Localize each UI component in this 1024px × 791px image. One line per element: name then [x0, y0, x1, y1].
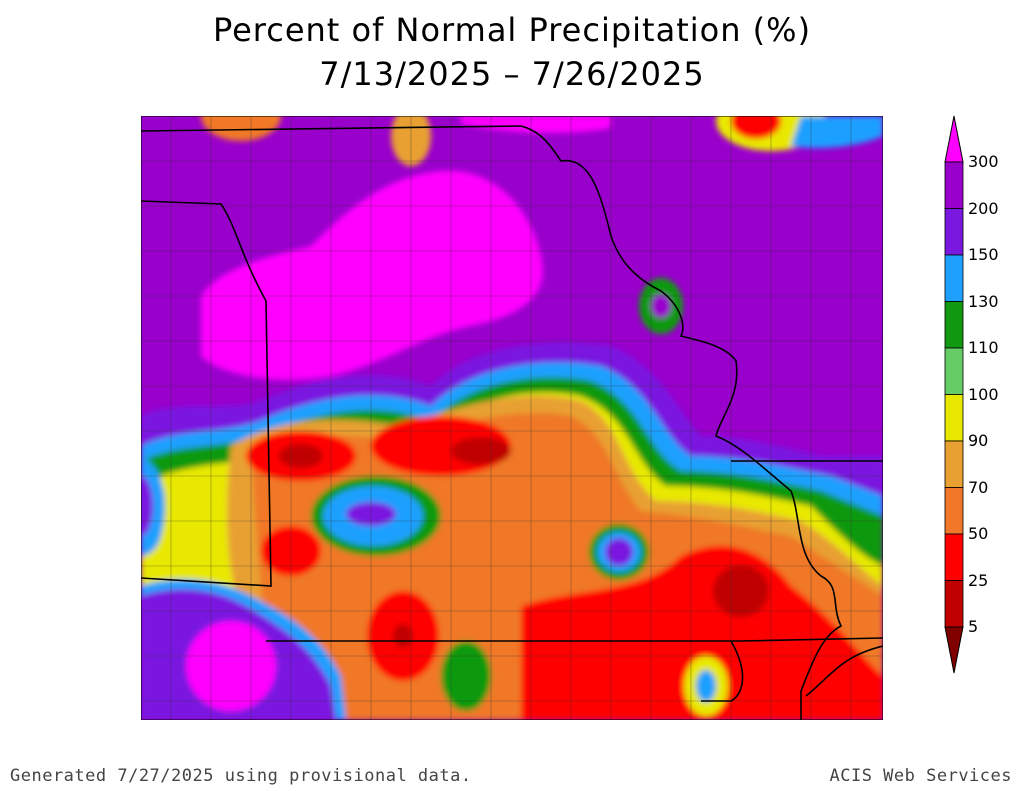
legend-label: 25: [968, 570, 989, 590]
legend-swatch: [944, 208, 964, 256]
legend-arrow-bottom: [944, 626, 964, 674]
legend-swatch: [944, 580, 964, 628]
legend-swatch: [944, 347, 964, 395]
legend-arrow-top: [944, 115, 964, 163]
legend-label: 100: [968, 384, 999, 404]
legend-label: 130: [968, 291, 999, 311]
legend-label: 50: [968, 524, 989, 543]
legend-label: 200: [968, 198, 999, 218]
source-credit: ACIS Web Services: [829, 766, 1012, 786]
county-boundaries: [141, 116, 883, 720]
legend-swatch: [944, 440, 964, 488]
legend-swatch: [944, 254, 964, 302]
state-boundaries: [141, 125, 883, 720]
legend-swatch: [944, 394, 964, 442]
legend-label: 300: [968, 152, 999, 171]
legend-label: 70: [968, 477, 989, 497]
legend-swatch: [944, 161, 964, 209]
map-title: Percent of Normal Precipitation (%): [212, 11, 812, 49]
generated-note: Generated 7/27/2025 using provisional da…: [10, 766, 472, 786]
precipitation-map: [141, 116, 883, 720]
legend-label: 110: [968, 338, 999, 357]
legend-label: 5: [968, 617, 979, 636]
legend-label: 90: [968, 431, 989, 450]
precipitation-contours: [141, 116, 883, 720]
legend-swatch: [944, 487, 964, 535]
date-range-subtitle: 7/13/2025 – 7/26/2025: [319, 55, 705, 93]
legend-swatch: [944, 301, 964, 349]
legend-swatch: [944, 533, 964, 581]
legend-label: 150: [968, 245, 999, 264]
